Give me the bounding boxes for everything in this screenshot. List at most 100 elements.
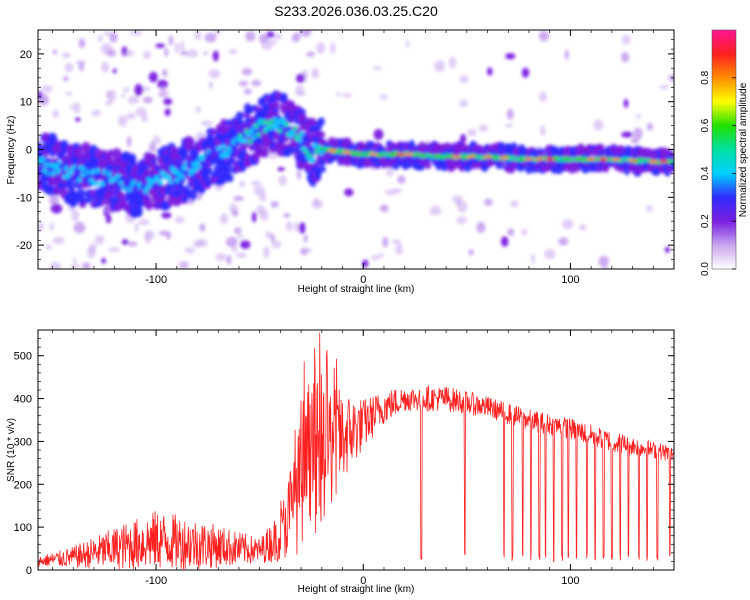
heatmap-cell xyxy=(149,141,156,152)
heatmap-cell xyxy=(478,124,489,132)
heatmap-cell xyxy=(117,115,128,127)
heatmap-layer xyxy=(38,30,674,269)
heatmap-cell xyxy=(164,108,171,117)
heatmap-cell xyxy=(256,132,261,138)
heatmap-cell xyxy=(216,146,222,152)
heatmap-cell xyxy=(75,168,81,174)
snr-xtick-label: -100 xyxy=(145,575,167,587)
heatmap-cell xyxy=(648,159,658,163)
heatmap-cell xyxy=(53,164,59,170)
heatmap-cell xyxy=(96,172,102,178)
heatmap-cell xyxy=(240,240,251,249)
heatmap-cell xyxy=(151,183,157,189)
heatmap-cell xyxy=(341,93,352,98)
heatmap-cell xyxy=(109,32,118,43)
heatmap-cell xyxy=(111,176,117,182)
heatmap-cell xyxy=(120,93,126,98)
snr-panel: -100 0 100 0 100 200 300 400 500 Height of strai… xyxy=(6,329,675,595)
heatmap-cell xyxy=(224,162,232,172)
heatmap-cell xyxy=(204,154,210,161)
heatmap-cell xyxy=(459,75,469,84)
heatmap-cell xyxy=(70,104,75,110)
heatmap-cell xyxy=(73,102,81,114)
heatmap-cell xyxy=(118,180,124,186)
heatmap-cell xyxy=(193,239,204,248)
heatmap-cell xyxy=(515,163,526,172)
heatmap-cell xyxy=(203,166,213,175)
heatmap-cell xyxy=(307,153,313,159)
heatmap-cell xyxy=(108,247,121,253)
heatmap-cell xyxy=(70,263,80,269)
heatmap-cell xyxy=(304,149,309,155)
heatmap-cell xyxy=(134,83,143,96)
heatmap-cell xyxy=(134,222,139,233)
heatmap-cell xyxy=(397,175,406,184)
heatmap-cell xyxy=(256,204,265,216)
heatmap-cell xyxy=(373,66,382,71)
heatmap-cell xyxy=(369,152,379,156)
heatmap-cell xyxy=(296,73,305,83)
heatmap-cell xyxy=(317,145,323,152)
heatmap-cell xyxy=(145,199,153,211)
snr-ytick-label: 100 xyxy=(14,522,32,534)
colorbar-ticks: 0.0 0.2 0.4 0.6 0.8 xyxy=(700,70,736,276)
heatmap-cell xyxy=(176,171,182,177)
heatmap-cell xyxy=(148,71,158,83)
heatmap-cell xyxy=(309,125,317,132)
heatmap-cell xyxy=(272,33,283,40)
heatmap-cell xyxy=(317,117,325,126)
heatmap-cell xyxy=(234,227,242,235)
heatmap-cell xyxy=(238,80,249,87)
heatmap-cell xyxy=(659,159,669,163)
heatmap-cell xyxy=(91,109,102,117)
colorbar-ramp xyxy=(712,30,736,269)
heatmap-cell xyxy=(71,209,80,222)
snr-xtick-label: 100 xyxy=(561,575,579,587)
snr-frame xyxy=(37,329,675,571)
heatmap-cell xyxy=(211,148,217,154)
heatmap-cell xyxy=(224,174,234,183)
heatmap-cell xyxy=(38,221,44,232)
heatmap-cell xyxy=(505,123,513,128)
heatmap-cell xyxy=(395,243,403,256)
heatmap-cell xyxy=(238,149,248,157)
heatmap-cell xyxy=(279,92,288,103)
heatmap-cell xyxy=(303,234,308,243)
heatmap-cell xyxy=(166,184,173,191)
heatmap-cell xyxy=(161,69,168,77)
heatmap-cell xyxy=(41,85,53,93)
heatmap-cell xyxy=(159,85,167,97)
heatmap-cell xyxy=(95,199,102,206)
heatmap-cell xyxy=(101,257,106,264)
heatmap-cell xyxy=(379,204,389,213)
colorbar-frame xyxy=(711,29,737,270)
colorbar-tick-label: 0.4 xyxy=(700,166,711,180)
heatmap-cell xyxy=(106,89,117,102)
heatmap-cell xyxy=(158,179,164,186)
spectrogram-ytick-label: 20 xyxy=(20,49,32,61)
heatmap-cell xyxy=(299,30,312,37)
heatmap-cell xyxy=(266,31,275,38)
heatmap-cell xyxy=(94,235,105,245)
heatmap-cell xyxy=(141,163,149,171)
heatmap-cell xyxy=(201,120,213,127)
spectrogram-ytick-label: -10 xyxy=(16,192,32,204)
colorbar-tick-label: 0.6 xyxy=(700,118,711,132)
heatmap-cell xyxy=(467,129,477,137)
heatmap-cell xyxy=(277,167,285,172)
heatmap-cell xyxy=(299,131,304,137)
heatmap-cell xyxy=(75,60,87,66)
heatmap-cell xyxy=(249,128,255,134)
heatmap-cell xyxy=(228,48,238,55)
heatmap-cell xyxy=(370,254,380,261)
heatmap-cell xyxy=(121,239,129,245)
heatmap-cell xyxy=(50,170,56,177)
heatmap-cell xyxy=(210,128,217,136)
heatmap-cell xyxy=(295,91,306,97)
heatmap-cell xyxy=(499,156,509,160)
heatmap-cell xyxy=(623,98,629,108)
spectrogram-ytick-label: -20 xyxy=(16,240,32,252)
heatmap-cell xyxy=(103,31,112,36)
heatmap-cell xyxy=(505,53,516,60)
heatmap-cell xyxy=(311,67,320,79)
